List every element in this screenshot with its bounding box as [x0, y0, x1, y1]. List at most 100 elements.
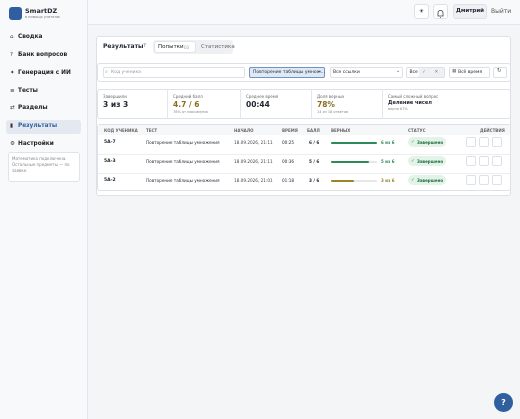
action-button[interactable] — [479, 156, 489, 166]
bell-icon — [437, 10, 444, 18]
test-name: Повторение таблицы умножения — [146, 178, 220, 183]
action-button[interactable] — [466, 156, 476, 166]
tab[interactable]: Попытки — [158, 43, 184, 50]
status-icon: ✓ — [411, 158, 415, 164]
action-button[interactable] — [479, 137, 489, 147]
table-header-bg — [98, 125, 510, 135]
duration: 00:36 — [282, 159, 295, 164]
stat-value: 3 из 3 — [103, 100, 129, 109]
segment[interactable]: Все — [409, 69, 418, 75]
search-input[interactable] — [103, 67, 245, 78]
column-header: СТАТУС — [408, 127, 426, 133]
stat-value: 00:44 — [246, 100, 270, 109]
nav-icon: ⌂ — [10, 34, 14, 40]
nav-item[interactable]: Генерация с ИИ — [18, 70, 71, 76]
logo-mark — [9, 7, 22, 20]
status-icon: ✓ — [411, 139, 415, 145]
stat-note: верно 67% — [388, 107, 408, 111]
user-button[interactable]: Дмитрий — [453, 4, 487, 19]
stat-label: Среднее время — [246, 94, 279, 99]
period-icon: ▦ — [452, 69, 457, 74]
correct-label: 6 из 6 — [381, 140, 395, 145]
status-badge — [408, 175, 446, 185]
duration: 01:18 — [282, 178, 295, 183]
stat-note: 78% от максимума — [173, 110, 208, 114]
user: Дмитрий — [455, 8, 485, 14]
nav-item[interactable]: Сводка — [18, 34, 43, 40]
period-select[interactable] — [449, 67, 490, 78]
correct-bar — [331, 141, 377, 144]
action-button[interactable] — [479, 175, 489, 185]
column-header: БАЛЛ — [307, 127, 320, 133]
correct-bar — [331, 160, 370, 163]
status-segment — [406, 67, 445, 78]
stats-bar — [97, 89, 511, 119]
segment[interactable]: ✕ — [434, 69, 439, 75]
page-title: Результаты — [103, 43, 144, 50]
period-text: Всё время — [458, 69, 483, 75]
stat-divider — [240, 89, 241, 119]
start-time: 18.09.2026, 21:11 — [234, 159, 273, 164]
help-button[interactable]: ? — [494, 393, 513, 412]
refresh-icon: ↻ — [497, 68, 502, 74]
score: 6 / 6 — [309, 140, 320, 145]
action-button[interactable] — [492, 137, 502, 147]
note-box — [8, 152, 80, 182]
theme-button[interactable]: ☀ — [414, 4, 429, 19]
nav-item[interactable]: Банк вопросов — [18, 52, 68, 58]
nav-item[interactable]: Настройки — [18, 141, 54, 147]
nav-icon: ? — [10, 52, 13, 58]
student-code: 5А-3 — [104, 159, 116, 164]
status: Завершено — [417, 178, 444, 183]
correct-track — [331, 179, 377, 182]
sidebar — [0, 0, 88, 419]
help-hint[interactable]: ? — [143, 43, 146, 49]
nav-icon: ▮ — [10, 123, 14, 129]
help-label: ? — [501, 398, 506, 407]
stat-label: Самый сложный вопрос — [388, 94, 439, 99]
nav-item[interactable]: Результаты — [18, 123, 58, 129]
correct-label: 5 из 6 — [381, 159, 395, 164]
stat-value: 78% — [317, 100, 335, 109]
stat-divider — [311, 89, 312, 119]
action-button[interactable] — [492, 156, 502, 166]
test-select-text: Повторение таблицы умнож... — [253, 69, 325, 75]
tab[interactable]: Статистика — [201, 43, 235, 50]
start-time: 18.09.2026, 21:01 — [234, 178, 273, 183]
action-button[interactable] — [492, 175, 502, 185]
nav-icon: ⇄ — [10, 105, 15, 111]
stat-note: 14 из 18 ответов — [317, 110, 349, 114]
action-button[interactable] — [466, 175, 476, 185]
correct-bar — [331, 179, 354, 182]
caret: ⌄ — [396, 68, 401, 74]
status: Завершено — [417, 140, 444, 145]
duration: 00:25 — [282, 140, 295, 145]
nav-icon: ✦ — [10, 70, 15, 76]
caret: ⌄ — [318, 68, 323, 74]
test-select[interactable] — [249, 67, 325, 78]
nav-item[interactable]: Разделы — [18, 105, 48, 111]
stat-divider — [167, 89, 168, 119]
column-header: ВЕРНЫХ — [331, 127, 351, 133]
links-select[interactable] — [330, 67, 403, 78]
nav-icon: ⚙ — [10, 141, 15, 147]
note: Математика подключена. Остальные предмет… — [12, 156, 70, 173]
correct-label: 3 из 6 — [381, 178, 395, 183]
theme-icon: ☀ — [418, 8, 425, 15]
student-code: 5А-7 — [104, 140, 116, 145]
start-time: 18.09.2026, 21:11 — [234, 140, 273, 145]
nav-icon: ≡ — [10, 88, 15, 94]
refresh-button[interactable] — [493, 67, 507, 78]
status-badge — [408, 156, 446, 166]
bell-button[interactable] — [433, 4, 448, 19]
search-placeholder: Код ученика — [111, 69, 141, 75]
action-button[interactable] — [466, 137, 476, 147]
logout[interactable]: Выйти — [491, 8, 512, 15]
segment[interactable]: ✓ — [422, 69, 426, 75]
stat-label: Средний балл — [173, 94, 203, 99]
nav-item[interactable]: Тесты — [18, 88, 38, 94]
logo-subtitle: в помощь учителю — [25, 15, 60, 19]
test-name: Повторение таблицы умножения — [146, 140, 220, 145]
links-select-text: Все ссылки — [333, 69, 360, 75]
column-header: ДЕЙСТВИЯ — [480, 127, 505, 133]
